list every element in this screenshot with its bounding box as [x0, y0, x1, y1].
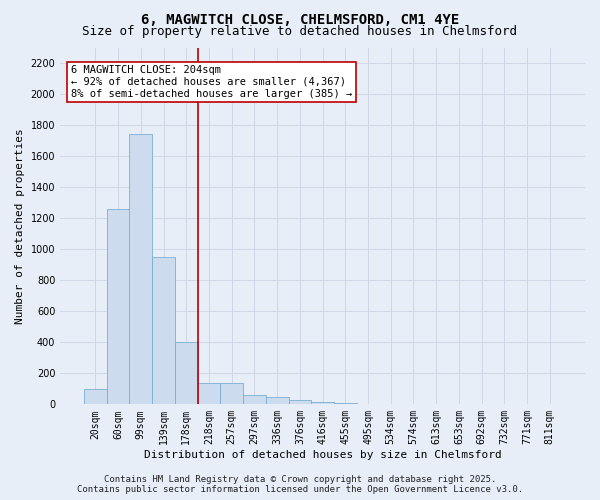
- Text: 6, MAGWITCH CLOSE, CHELMSFORD, CM1 4YE: 6, MAGWITCH CLOSE, CHELMSFORD, CM1 4YE: [141, 12, 459, 26]
- Bar: [152, 257, 175, 404]
- Bar: [175, 342, 197, 404]
- Text: Contains HM Land Registry data © Crown copyright and database right 2025.
Contai: Contains HM Land Registry data © Crown c…: [77, 474, 523, 494]
- Bar: [243, 395, 266, 404]
- Bar: [266, 396, 289, 404]
- Bar: [289, 400, 311, 404]
- Bar: [334, 403, 356, 404]
- Bar: [197, 382, 220, 404]
- X-axis label: Distribution of detached houses by size in Chelmsford: Distribution of detached houses by size …: [144, 450, 502, 460]
- Bar: [311, 402, 334, 404]
- Bar: [84, 389, 107, 404]
- Bar: [130, 134, 152, 404]
- Text: 6 MAGWITCH CLOSE: 204sqm
← 92% of detached houses are smaller (4,367)
8% of semi: 6 MAGWITCH CLOSE: 204sqm ← 92% of detach…: [71, 66, 352, 98]
- Bar: [107, 209, 130, 404]
- Text: Size of property relative to detached houses in Chelmsford: Size of property relative to detached ho…: [83, 25, 517, 38]
- Y-axis label: Number of detached properties: Number of detached properties: [15, 128, 25, 324]
- Bar: [220, 382, 243, 404]
